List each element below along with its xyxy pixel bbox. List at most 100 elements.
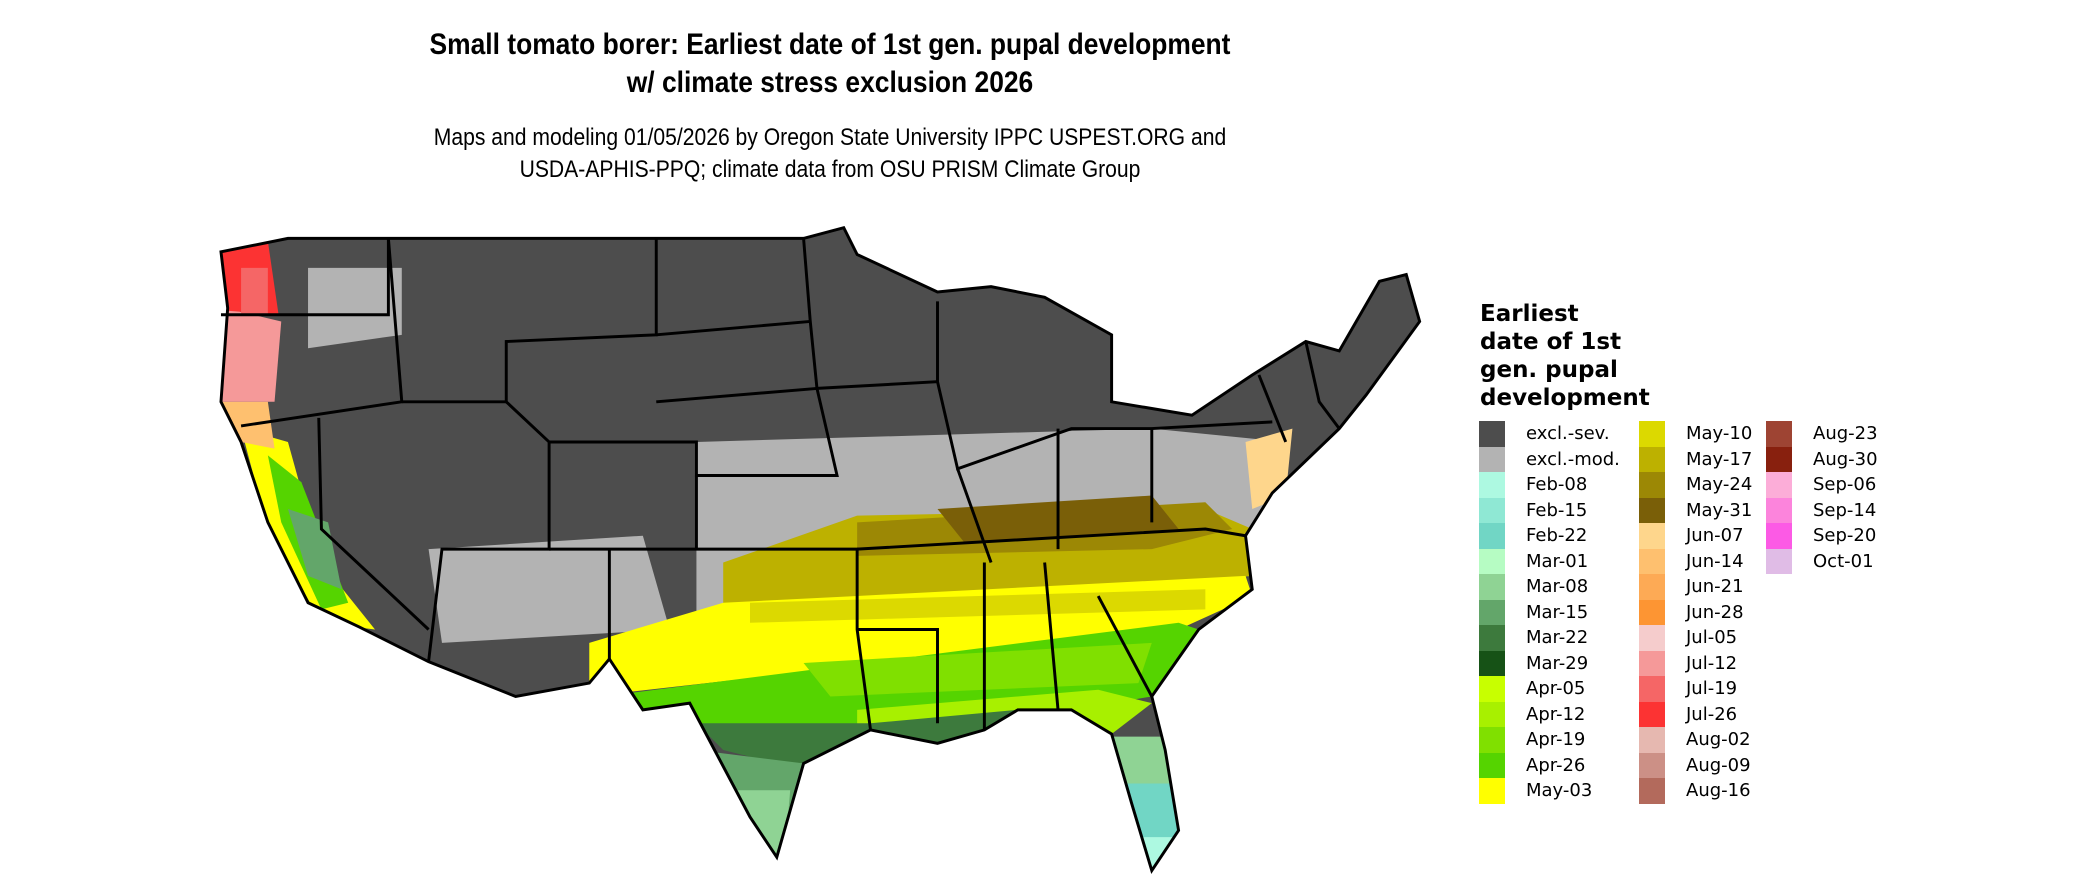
legend-swatch xyxy=(1479,701,1505,727)
legend-label: Oct-01 xyxy=(1813,550,1874,572)
legend-swatch xyxy=(1766,548,1792,574)
title-line-2: w/ climate stress exclusion 2026 xyxy=(626,66,1034,99)
legend-label: Aug-23 xyxy=(1813,423,1878,445)
legend-swatch xyxy=(1479,599,1505,625)
legend-item: Mar-08 xyxy=(1479,574,1620,600)
legend-label: Feb-22 xyxy=(1526,525,1588,547)
legend-item: Jun-28 xyxy=(1639,599,1752,625)
legend-item: Jul-05 xyxy=(1639,625,1752,651)
legend-label: Jun-21 xyxy=(1686,576,1744,598)
legend-swatch xyxy=(1766,497,1792,523)
legend-label: Jun-14 xyxy=(1686,550,1744,572)
legend-swatch xyxy=(1639,752,1665,778)
legend-label: Aug-30 xyxy=(1813,448,1878,470)
legend-swatch xyxy=(1766,472,1792,498)
legend-title-line: Earliest xyxy=(1480,301,1579,327)
legend-label: Jul-12 xyxy=(1686,652,1738,674)
legend-label: May-31 xyxy=(1686,499,1753,521)
legend-swatch xyxy=(1639,676,1665,702)
legend-item: Oct-01 xyxy=(1766,548,1878,574)
legend-swatch xyxy=(1479,497,1505,523)
legend-label: Jun-07 xyxy=(1686,525,1744,547)
legend-swatch xyxy=(1766,446,1792,472)
legend-label: Feb-15 xyxy=(1526,499,1588,521)
legend-column: May-10 May-17 May-24 May-31 Jun-07 Jun-14 Jun-… xyxy=(1639,421,1752,804)
legend-swatch xyxy=(1639,650,1665,676)
legend-swatch xyxy=(1639,548,1665,574)
legend-label: Sep-20 xyxy=(1813,525,1877,547)
legend-item: Apr-26 xyxy=(1479,752,1620,778)
legend-item: Jun-07 xyxy=(1639,523,1752,549)
legend-label: Mar-01 xyxy=(1526,550,1589,572)
legend-item: Aug-09 xyxy=(1639,752,1752,778)
legend-swatch xyxy=(1639,574,1665,600)
legend-title-line: gen. pupal xyxy=(1480,357,1618,383)
legend-swatch xyxy=(1479,778,1505,804)
legend-swatch xyxy=(1479,548,1505,574)
legend-item: May-24 xyxy=(1639,472,1752,498)
legend-item: Sep-20 xyxy=(1766,523,1878,549)
legend-item: Jul-12 xyxy=(1639,650,1752,676)
legend-item: Aug-30 xyxy=(1766,446,1878,472)
legend-item: Apr-05 xyxy=(1479,676,1620,702)
legend-label: Jun-28 xyxy=(1686,601,1744,623)
excl-moderate-region-nw xyxy=(308,267,402,349)
legend-swatch xyxy=(1766,421,1792,447)
excl-moderate-region-sw xyxy=(428,535,670,643)
mar08-region xyxy=(723,790,791,871)
legend-item: Feb-22 xyxy=(1479,523,1620,549)
legend-label: Aug-09 xyxy=(1686,754,1751,776)
legend-item: Feb-08 xyxy=(1479,472,1620,498)
legend-label: Apr-26 xyxy=(1526,754,1586,776)
legend-swatch xyxy=(1479,625,1505,651)
legend-item: Aug-16 xyxy=(1639,778,1752,804)
legend-label: Jul-05 xyxy=(1686,627,1738,649)
legend-item: Apr-12 xyxy=(1479,701,1620,727)
legend-item: May-03 xyxy=(1479,778,1620,804)
legend-swatch xyxy=(1479,523,1505,549)
legend-swatch xyxy=(1639,625,1665,651)
legend-item: Jun-21 xyxy=(1639,574,1752,600)
legend-item: Apr-19 xyxy=(1479,727,1620,753)
legend-swatch xyxy=(1639,472,1665,498)
legend-swatch xyxy=(1479,727,1505,753)
legend-swatch xyxy=(1766,523,1792,549)
legend-swatch xyxy=(1639,778,1665,804)
legend-label: Sep-06 xyxy=(1813,474,1877,496)
legend-swatch xyxy=(1639,701,1665,727)
legend-swatch xyxy=(1639,421,1665,447)
legend-swatch xyxy=(1479,676,1505,702)
legend-label: May-10 xyxy=(1686,423,1753,445)
legend-swatch xyxy=(1639,727,1665,753)
legend-item: Mar-22 xyxy=(1479,625,1620,651)
legend-label: Apr-12 xyxy=(1526,703,1586,725)
legend-label: Mar-15 xyxy=(1526,601,1589,623)
legend-item: Mar-01 xyxy=(1479,548,1620,574)
ca-valley xyxy=(287,508,342,590)
legend-item: Feb-15 xyxy=(1479,497,1620,523)
legend-item: Jul-26 xyxy=(1639,701,1752,727)
legend-item: Jun-14 xyxy=(1639,548,1752,574)
legend-swatch xyxy=(1479,752,1505,778)
legend-swatch xyxy=(1479,446,1505,472)
subtitle-line-1: Maps and modeling 01/05/2026 by Oregon S… xyxy=(433,124,1227,151)
map-subtitle: Maps and modeling 01/05/2026 by Oregon S… xyxy=(302,122,1358,186)
legend-swatch xyxy=(1479,472,1505,498)
legend-label: excl.-sev. xyxy=(1526,423,1610,445)
legend-item: excl.-mod. xyxy=(1479,446,1620,472)
map-title: Small tomato borer: Earliest date of 1st… xyxy=(302,26,1358,102)
legend-swatch xyxy=(1639,446,1665,472)
legend-title: Earliest date of 1st gen. pupal developm… xyxy=(1480,300,1650,412)
legend-label: May-03 xyxy=(1526,780,1593,802)
title-line-1: Small tomato borer: Earliest date of 1st… xyxy=(429,28,1231,61)
legend-title-line: date of 1st xyxy=(1480,329,1622,355)
legend-swatch xyxy=(1639,497,1665,523)
legend-item: Aug-23 xyxy=(1766,421,1878,447)
legend-label: Aug-16 xyxy=(1686,780,1751,802)
legend-swatch xyxy=(1639,523,1665,549)
legend-label: Apr-05 xyxy=(1526,678,1586,700)
legend-swatch xyxy=(1479,421,1505,447)
apr19-region xyxy=(803,642,1152,697)
or-coast-pink xyxy=(220,308,282,402)
